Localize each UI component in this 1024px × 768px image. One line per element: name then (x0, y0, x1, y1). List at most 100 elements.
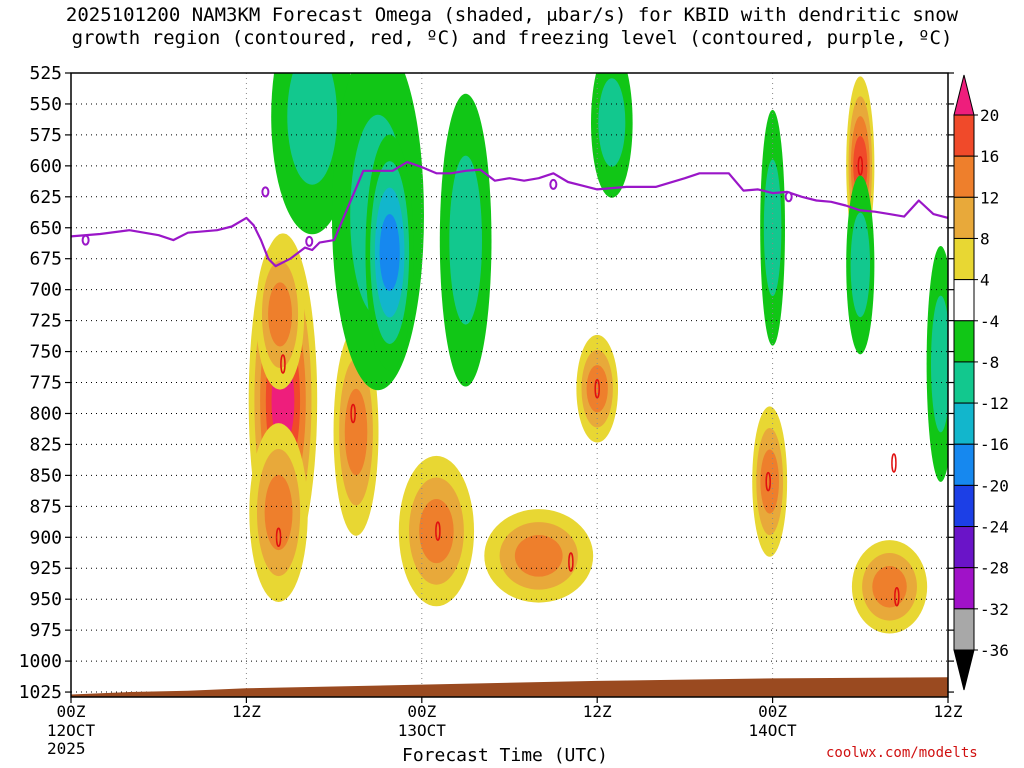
omega-contour-fill (264, 474, 293, 551)
dgz-contour (857, 156, 864, 176)
dgz-contour (350, 403, 356, 424)
x-tick-date: 12OCT (47, 721, 96, 740)
y-tick-label: 725 (29, 311, 62, 332)
y-tick-label: 775 (29, 373, 62, 394)
omega-contour-fill (872, 565, 907, 608)
colorbar-swatch (953, 484, 975, 528)
y-tick-label: 1000 (19, 651, 62, 672)
omega-contour-fill (850, 212, 871, 318)
y-tick-label: 625 (29, 187, 62, 208)
colorbar-label: -4 (980, 312, 999, 331)
omega-region (484, 509, 594, 603)
colorbar-label: 20 (980, 106, 999, 125)
colorbar-bottom-triangle (953, 649, 975, 691)
freezing-level-loop (784, 191, 793, 203)
terrain (71, 677, 948, 697)
omega-region (365, 134, 414, 371)
y-tick-label: 800 (29, 403, 62, 424)
freezing-level-loop (549, 178, 558, 190)
y-tick-label: 575 (29, 125, 62, 146)
colorbar-label: -28 (980, 559, 1009, 578)
chart-title-line2: growth region (contoured, red, ºC) and f… (71, 27, 953, 49)
x-tick-date: 13OCT (398, 721, 447, 740)
y-tick-label: 1025 (19, 682, 62, 703)
colorbar-swatch (953, 526, 975, 569)
chart-title: 2025101200 NAM3KM Forecast Omega (shaded… (0, 4, 1024, 50)
grid-lines (71, 73, 948, 697)
omega-contour-fill (287, 73, 338, 185)
y-tick-label: 750 (29, 342, 62, 363)
colorbar-swatch (953, 567, 975, 610)
y-tick-label: 850 (29, 465, 62, 486)
omega-contour-fill (344, 388, 368, 476)
y-tick-label: 875 (29, 496, 62, 517)
dgz-contour (894, 586, 900, 607)
omega-contour-fill (598, 78, 626, 167)
colorbar-label: -24 (980, 518, 1009, 537)
credit-text: coolwx.com/modelts (826, 745, 978, 761)
colorbar-label: -20 (980, 476, 1009, 495)
y-tick-label: 650 (29, 218, 62, 239)
omega-region (926, 246, 948, 482)
omega-region (846, 175, 875, 355)
colorbar-swatch (953, 196, 975, 239)
colorbar-label: -12 (980, 394, 1009, 413)
colorbar-label: -16 (980, 435, 1009, 454)
y-tick-label: 675 (29, 249, 62, 270)
colorbar-swatch (953, 608, 975, 651)
x-tick-label: 00Z (407, 702, 436, 721)
chart-title-line1: 2025101200 NAM3KM Forecast Omega (shaded… (65, 4, 959, 26)
x-tick-label: 12Z (583, 702, 612, 721)
omega-contour-fill (449, 155, 483, 325)
dgz-contour (435, 521, 441, 541)
y-tick-label: 700 (29, 280, 62, 301)
colorbar-label: 4 (980, 271, 990, 290)
x-tick-label: 00Z (57, 702, 86, 721)
y-tick-label: 900 (29, 527, 62, 548)
dgz-contour (568, 552, 574, 572)
x-axis-label: Forecast Time (UTC) (402, 745, 608, 766)
omega-contour-fill (379, 214, 400, 291)
y-tick-label: 525 (29, 63, 62, 84)
x-tick-label: 12Z (934, 702, 963, 721)
colorbar-label: 12 (980, 188, 999, 207)
colorbar-swatch (953, 237, 975, 281)
plot-border (70, 72, 949, 698)
omega-region (851, 540, 928, 634)
colorbar-swatch (953, 443, 975, 486)
dgz-contour (280, 354, 286, 374)
colorbar: 20 16 12 8 4 -4 -8 -12 -16 -20 -24 -28 -32 -36 (953, 74, 1009, 691)
colorbar-swatch (953, 279, 975, 322)
y-axis: 525 550 575 600 625 650 675 700 725 750 775 800 825 8… (19, 63, 954, 703)
x-tick-label: 00Z (758, 702, 787, 721)
y-tick-label: 950 (29, 589, 62, 610)
omega-region (249, 423, 308, 602)
dgz-contours (275, 156, 900, 607)
y-tick-label: 925 (29, 558, 62, 579)
colorbar-swatch (953, 402, 975, 445)
omega-region (439, 93, 492, 387)
x-tick-date: 14OCT (749, 721, 798, 740)
dgz-contour (275, 527, 282, 548)
colorbar-swatch (953, 114, 975, 157)
y-tick-label: 825 (29, 434, 62, 455)
y-tick-label: 600 (29, 156, 62, 177)
omega-shading (248, 73, 948, 634)
omega-contour-fill (930, 295, 948, 433)
colorbar-label: -8 (980, 353, 999, 372)
dgz-contour (891, 453, 897, 473)
omega-contour-fill (268, 282, 292, 347)
omega-region (591, 73, 633, 198)
colorbar-swatch (953, 155, 975, 198)
colorbar-swatch (953, 361, 975, 404)
omega-region (255, 239, 305, 390)
colorbar-label: 8 (980, 229, 990, 248)
dgz-contour (765, 471, 771, 492)
colorbar-label: 16 (980, 147, 999, 166)
y-tick-label: 975 (29, 620, 62, 641)
terrain-fill (71, 677, 948, 697)
freezing-level-line (71, 161, 948, 268)
omega-contour-fill (514, 535, 563, 577)
